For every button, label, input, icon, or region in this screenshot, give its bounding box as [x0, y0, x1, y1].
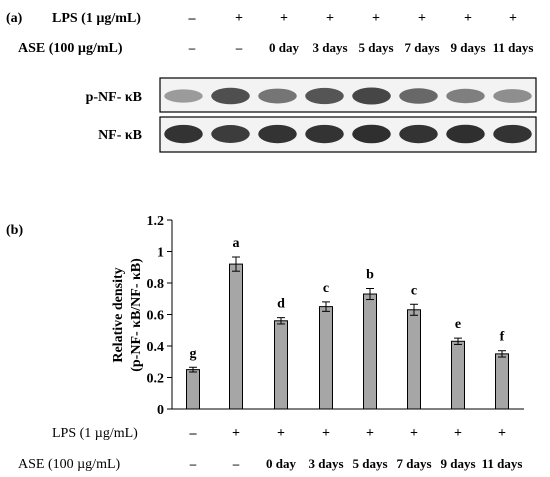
bar: [451, 340, 465, 410]
lps-row-label-a: LPS (1 µg/mL): [52, 11, 141, 26]
ase-mark-a: 11 days: [493, 40, 534, 55]
significance-letter: a: [233, 236, 240, 251]
ase-mark-a: 7 days: [404, 40, 439, 55]
y-tick-label: 0: [157, 403, 164, 418]
bar: [229, 263, 243, 410]
lps-mark-b: +: [366, 426, 374, 441]
ase-mark-a: 5 days: [358, 40, 393, 55]
blot-band: [211, 125, 250, 143]
blot-band: [164, 124, 203, 144]
lps-mark-a: +: [509, 11, 517, 26]
lps-mark-a: +: [464, 11, 472, 26]
ase-mark-a: –: [188, 40, 196, 55]
ase-mark-b: 11 days: [482, 456, 523, 471]
ase-mark-a: 9 days: [450, 40, 485, 55]
lps-mark-a: +: [326, 11, 334, 26]
lps-mark-b: +: [232, 426, 240, 441]
y-tick-label: 0.4: [147, 340, 165, 355]
lps-mark-a: +: [372, 11, 380, 26]
blot-band: [446, 124, 485, 144]
y-axis-label-line: (p-NF- κB/NF- κB): [129, 258, 144, 372]
y-tick-label: 0.8: [147, 277, 165, 292]
y-tick-label: 0.6: [147, 309, 165, 324]
bars: [186, 263, 509, 410]
blot-band: [493, 89, 532, 103]
lps-mark-b: +: [498, 426, 506, 441]
significance-letter: c: [323, 281, 329, 296]
blot-band: [399, 124, 438, 144]
blot-p-nfkb: [159, 77, 537, 113]
lps-marks-a: – + + + + + + +: [188, 11, 518, 26]
y-ticks: 0 0.2 0.4 0.6 0.8 1 1.2: [147, 214, 172, 418]
bar: [319, 306, 333, 410]
y-tick-label: 1.2: [147, 214, 165, 229]
lps-mark-a: +: [418, 11, 426, 26]
ase-mark-b: 7 days: [396, 456, 431, 471]
significance-letter: e: [455, 317, 461, 332]
bar: [495, 353, 509, 410]
significance-letter: f: [500, 330, 505, 345]
ase-row-label-b: ASE (100 µg/mL): [18, 457, 121, 472]
lps-mark-b: +: [410, 426, 418, 441]
ase-mark-b: 5 days: [352, 456, 387, 471]
lps-row-label-b: LPS (1 µg/mL): [52, 426, 138, 441]
ase-mark-b: –: [189, 456, 197, 471]
blot-band: [446, 88, 485, 104]
blot-band: [493, 124, 532, 144]
panel-b-label: (b): [6, 223, 23, 238]
lps-mark-b: +: [322, 426, 330, 441]
blot-band: [258, 124, 297, 144]
lps-mark-b: +: [277, 426, 285, 441]
significance-letter: c: [411, 283, 417, 298]
blot-band: [164, 89, 203, 103]
ase-mark-a: 0 day: [269, 40, 299, 55]
blot-label-p-nfkb: p-NF- κB: [86, 90, 142, 105]
lps-mark-a: +: [235, 11, 243, 26]
ase-mark-b: 9 days: [440, 456, 475, 471]
y-axis-label: Relative density (p-NF- κB/NF- κB): [111, 258, 144, 372]
ase-marks-b: – – 0 day 3 days 5 days 7 days 9 days 11 days: [189, 456, 523, 471]
significance-letter: b: [366, 268, 374, 283]
ase-row-label-a: ASE (100 µg/mL): [18, 41, 123, 56]
error-bars: [189, 256, 506, 373]
significance-letters: g a d c b c e f: [190, 236, 505, 361]
lps-mark-b: +: [454, 426, 462, 441]
blot-band: [352, 87, 391, 105]
blot-band: [352, 124, 391, 144]
y-tick-label: 0.2: [147, 372, 165, 387]
panel-b: (b) Relative density (p-NF- κB/NF- κB) 00…: [6, 214, 524, 472]
significance-letter: g: [190, 346, 197, 361]
ase-marks-a: – – 0 day 3 days 5 days 7 days 9 days 11 days: [188, 40, 534, 55]
bar: [407, 309, 421, 410]
bar: [363, 293, 377, 410]
blot-label-nfkb: NF- κB: [98, 128, 142, 143]
blot-band: [399, 88, 438, 104]
bar: [186, 369, 200, 410]
bar: [274, 320, 288, 410]
blot-band: [258, 88, 297, 104]
lps-marks-b: – + + + + + + +: [189, 426, 507, 441]
lps-mark-a: +: [280, 11, 288, 26]
ase-mark-a: –: [235, 40, 243, 55]
y-axis: [171, 220, 524, 410]
blot-nfkb: [159, 116, 537, 153]
ase-mark-b: –: [232, 456, 240, 471]
lps-mark-a: –: [188, 11, 197, 26]
blot-band: [211, 87, 250, 105]
significance-letter: d: [277, 297, 285, 312]
panel-a: (a) LPS (1 µg/mL) ASE (100 µg/mL) – + + + + +…: [6, 11, 537, 153]
y-tick-label: 1: [157, 246, 164, 261]
panel-a-label: (a): [6, 11, 23, 26]
ase-mark-b: 3 days: [308, 456, 343, 471]
blot-band: [305, 87, 344, 105]
ase-mark-b: 0 day: [266, 456, 296, 471]
y-axis-label-line: Relative density: [111, 267, 126, 362]
lps-mark-b: –: [189, 426, 198, 441]
ase-mark-a: 3 days: [312, 40, 347, 55]
blot-band: [305, 124, 344, 144]
